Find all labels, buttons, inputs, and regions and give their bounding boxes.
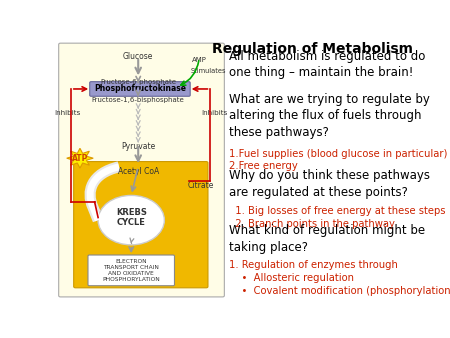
Text: ATP: ATP bbox=[72, 154, 88, 163]
Text: 1. Big losses of free energy at these steps
  2. Branch points in the pathway: 1. Big losses of free energy at these st… bbox=[229, 206, 446, 228]
FancyBboxPatch shape bbox=[58, 43, 225, 297]
Text: Why do you think these pathways
are regulated at these points?: Why do you think these pathways are regu… bbox=[229, 169, 430, 199]
Text: Citrate: Citrate bbox=[188, 181, 214, 190]
Text: Inhibits: Inhibits bbox=[201, 111, 227, 116]
Text: 1.Fuel supplies (blood glucose in particular)
2.Free energy: 1.Fuel supplies (blood glucose in partic… bbox=[229, 149, 447, 171]
Text: Regulation of Metabolism: Regulation of Metabolism bbox=[212, 42, 413, 56]
Text: Glucose: Glucose bbox=[123, 52, 153, 61]
Text: Pyruvate: Pyruvate bbox=[121, 142, 155, 151]
Text: All metabolism is regulated to do
one thing – maintain the brain!: All metabolism is regulated to do one th… bbox=[229, 50, 425, 79]
FancyBboxPatch shape bbox=[88, 255, 175, 286]
Text: Phosphofructokinase: Phosphofructokinase bbox=[94, 84, 186, 94]
FancyBboxPatch shape bbox=[90, 82, 190, 96]
Text: AMP: AMP bbox=[192, 57, 207, 64]
Text: Acetyl CoA: Acetyl CoA bbox=[117, 167, 159, 176]
Text: Fructose-6-phosphate: Fructose-6-phosphate bbox=[100, 79, 176, 85]
Text: Inhibits: Inhibits bbox=[54, 111, 81, 116]
Text: Stimulates: Stimulates bbox=[190, 68, 226, 74]
Text: Fructose-1,6-bisphosphate: Fructose-1,6-bisphosphate bbox=[92, 97, 184, 103]
Text: ELECTRON
TRANSPORT CHAIN
AND OXIDATIVE
PHOSPHORYLATION: ELECTRON TRANSPORT CHAIN AND OXIDATIVE P… bbox=[102, 259, 160, 282]
Polygon shape bbox=[67, 148, 93, 168]
Text: What are we trying to regulate by
altering the flux of fuels through
these pathw: What are we trying to regulate by alteri… bbox=[229, 93, 430, 139]
Text: What kind of regulation might be
taking place?: What kind of regulation might be taking … bbox=[229, 224, 425, 254]
Circle shape bbox=[98, 195, 164, 245]
Text: 1. Regulation of enzymes through
    •  Allosteric regulation
    •  Covalent mo: 1. Regulation of enzymes through • Allos… bbox=[229, 261, 450, 296]
FancyBboxPatch shape bbox=[74, 162, 208, 288]
Text: KREBS
CYCLE: KREBS CYCLE bbox=[116, 208, 147, 227]
